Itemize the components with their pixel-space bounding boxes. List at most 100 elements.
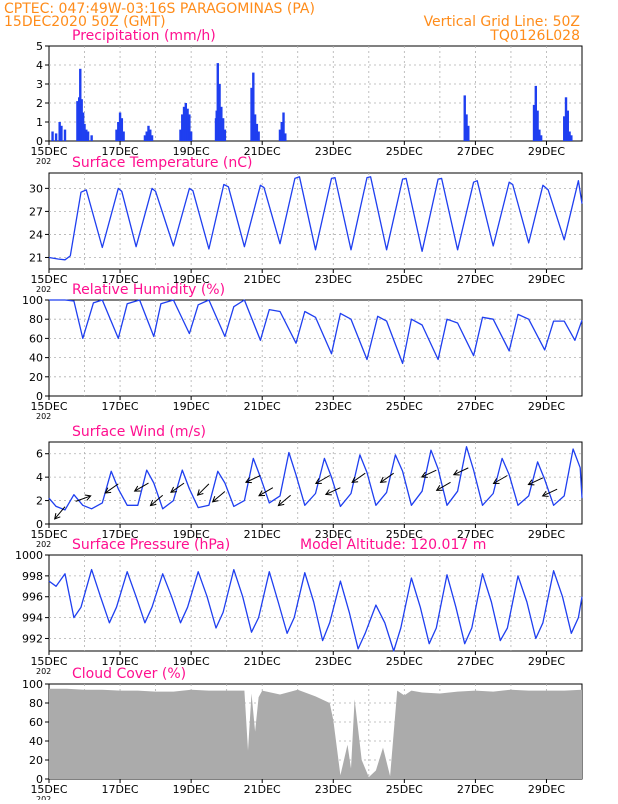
- press-series-line: [48, 568, 583, 652]
- precip-bar: [184, 103, 188, 141]
- precip-bar: [76, 101, 79, 141]
- y-tick-label: 992: [22, 632, 43, 645]
- precip-bar: [532, 104, 536, 141]
- wind-arrow-head: [196, 489, 204, 496]
- precip-bar: [58, 122, 61, 141]
- y-tick-label: 1000: [15, 549, 43, 562]
- x-tick-label: 15DEC: [30, 400, 67, 413]
- precip-bar: [257, 131, 260, 141]
- wind-series-line: [48, 446, 583, 511]
- x-year-label: 202: [36, 412, 51, 421]
- header-model-id: TQ0126L028: [489, 28, 580, 44]
- y-tick-label: 996: [22, 591, 43, 604]
- precip-bar: [85, 129, 88, 141]
- wind-arrow: [421, 469, 437, 478]
- panel-precip: 0 1 2 3 4 5 15DEC 17DEC 19DEC 21DEC 23DEC 25DEC 27DE…: [30, 28, 583, 166]
- y-tick-label: 40: [29, 352, 43, 365]
- wind-arrow: [493, 475, 508, 484]
- precip-bar: [188, 114, 191, 141]
- precip-bar: [122, 131, 125, 141]
- wind-arrow: [351, 472, 366, 483]
- wind-arrow-head: [170, 486, 177, 493]
- precip-bar: [463, 95, 466, 141]
- wind-arrow-head: [211, 496, 219, 503]
- precip-bar: [284, 133, 287, 141]
- precip-bar: [83, 123, 86, 141]
- wind-arrow-head: [277, 499, 285, 507]
- wind-arrow-head: [435, 484, 443, 491]
- panel-rh: 0 20 40 60 80 100 15DEC 17DEC 19DEC 21DEC 23DEC 25D…: [22, 282, 583, 421]
- precip-bar: [145, 131, 148, 141]
- y-tick-label: 60: [29, 716, 43, 729]
- x-tick-label: 15DEC: [30, 528, 67, 541]
- y-tick-label: 20: [29, 754, 43, 767]
- rh-series-line: [49, 299, 583, 365]
- header-grid-note: Vertical Grid Line: 50Z: [424, 14, 580, 30]
- y-tick-label: 998: [22, 570, 43, 583]
- x-tick-label: 15DEC: [30, 273, 67, 286]
- x-tick-label: 21DEC: [244, 655, 281, 668]
- y-tick-label: 80: [29, 313, 43, 326]
- x-tick-label: 27DEC: [457, 273, 494, 286]
- x-tick-label: 23DEC: [315, 528, 352, 541]
- precip-bar: [79, 68, 82, 141]
- precip-bar: [570, 135, 573, 141]
- x-tick-label: 17DEC: [102, 655, 139, 668]
- wind-arrow-head: [324, 489, 332, 496]
- wind-arrow-head: [314, 478, 322, 485]
- panel-title: Cloud Cover (%): [72, 666, 186, 682]
- precip-bar: [568, 131, 571, 141]
- x-tick-label: 17DEC: [102, 400, 139, 413]
- precip-bar: [51, 131, 54, 141]
- wind-arrow-head: [133, 485, 141, 492]
- x-tick-label: 15DEC: [30, 145, 67, 158]
- y-tick-label: 27: [29, 205, 43, 218]
- y-tick-label: 994: [22, 612, 43, 625]
- x-tick-label: 21DEC: [244, 400, 281, 413]
- y-tick-label: 2: [36, 97, 43, 110]
- wind-arrow-head: [54, 512, 61, 520]
- wind-arrow: [380, 472, 394, 483]
- precip-bar: [534, 85, 538, 141]
- x-tick-label: 25DEC: [386, 400, 423, 413]
- precip-bar: [280, 122, 283, 141]
- x-tick-label: 21DEC: [244, 145, 281, 158]
- panel-title: Surface Temperature (nC): [72, 155, 253, 171]
- x-tick-label: 23DEC: [315, 400, 352, 413]
- wind-arrow-head: [258, 490, 266, 497]
- x-tick-label: 27DEC: [457, 783, 494, 796]
- precip-bar: [566, 110, 569, 141]
- wind-arrow-head: [244, 477, 252, 484]
- y-tick-label: 60: [29, 332, 43, 345]
- header-line-1: CPTEC: 047:49W-03:16S PARAGOMINAS (PA): [4, 1, 315, 17]
- y-tick-label: 5: [36, 40, 43, 53]
- x-tick-label: 29DEC: [528, 655, 565, 668]
- wind-arrow-head: [84, 494, 92, 501]
- wind-arrow-head: [420, 471, 428, 478]
- x-tick-label: 17DEC: [102, 273, 139, 286]
- wind-arrow-head: [149, 499, 157, 507]
- wind-arrow: [170, 482, 185, 493]
- precip-bar: [539, 135, 543, 141]
- wind-arrow-head: [452, 469, 460, 476]
- x-tick-label: 17DEC: [102, 145, 139, 158]
- x-year-label: 202: [36, 667, 51, 676]
- precip-bar: [149, 129, 152, 141]
- wind-arrow: [453, 467, 469, 476]
- x-tick-label: 25DEC: [386, 783, 423, 796]
- x-tick-label: 17DEC: [102, 783, 139, 796]
- precip-bar: [182, 106, 186, 141]
- y-tick-label: 4: [36, 471, 43, 484]
- x-tick-label: 29DEC: [528, 528, 565, 541]
- wind-arrow: [315, 475, 330, 484]
- x-tick-label: 23DEC: [315, 783, 352, 796]
- precip-bar: [467, 125, 470, 141]
- x-year-label: 202: [36, 540, 51, 549]
- precip-bar: [189, 131, 193, 141]
- wind-arrow-head: [104, 487, 112, 494]
- precip-bar: [117, 122, 120, 141]
- y-tick-label: 0: [36, 773, 43, 786]
- x-tick-label: 21DEC: [244, 273, 281, 286]
- precip-bar: [250, 87, 253, 141]
- precip-bar: [253, 114, 257, 141]
